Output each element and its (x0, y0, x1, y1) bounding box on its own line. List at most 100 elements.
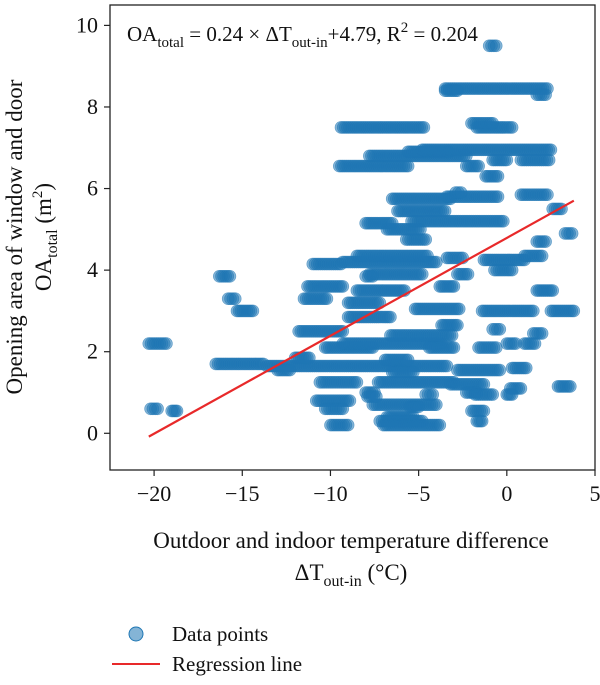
data-point (514, 382, 528, 395)
y-tick-label: 4 (87, 257, 98, 282)
eq-mid: = 0.24 × ΔT (184, 22, 292, 46)
data-point (486, 388, 500, 401)
data-point (493, 363, 507, 377)
data-point (491, 170, 505, 183)
data-point (426, 388, 440, 401)
data-point (489, 39, 503, 53)
legend-marker-points (128, 626, 144, 642)
data-point (170, 404, 184, 418)
xlabel-sub: out-in (324, 573, 362, 590)
data-point (401, 353, 415, 367)
data-point (419, 233, 433, 246)
data-point (343, 394, 357, 408)
y-tick-label: 8 (87, 94, 98, 119)
data-point (336, 402, 350, 416)
x-axis-title-line1: Outdoor and indoor temperature differenc… (153, 528, 549, 553)
data-point (535, 327, 549, 340)
data-points-layer (142, 39, 581, 432)
data-point (505, 263, 519, 277)
data-point (491, 190, 505, 203)
data-point (406, 365, 420, 379)
y-tick-label: 6 (87, 176, 98, 201)
data-point (539, 235, 552, 248)
data-point (433, 418, 447, 432)
y-axis-title-line1: Opening area of window and door (2, 79, 27, 394)
regression-line (148, 199, 575, 438)
ylabel-unit-open: (m (31, 198, 56, 229)
x-tick-label: 5 (590, 481, 600, 506)
data-point (412, 400, 425, 414)
data-point (447, 280, 461, 293)
xlabel-main: ΔT (295, 560, 324, 585)
x-tick-label: 0 (501, 481, 512, 506)
legend-label-line: Regression line (172, 652, 302, 676)
data-point (320, 292, 334, 306)
xlabel-unit: (°C) (362, 560, 408, 585)
data-point (440, 359, 454, 373)
data-point (341, 418, 355, 432)
eq-lhs: OA (127, 22, 158, 46)
data-point (451, 84, 464, 97)
x-tick-label: −20 (137, 481, 171, 506)
legend-label-points: Data points (172, 622, 268, 646)
data-point (369, 390, 383, 403)
data-point (438, 204, 452, 218)
ylabel-unit-close: ) (31, 183, 56, 191)
x-axis-ticks: −20 −15 −10 −5 0 5 (137, 470, 600, 506)
data-point (421, 249, 434, 263)
data-point (302, 351, 316, 365)
plot-frame (109, 4, 596, 471)
data-point (452, 302, 466, 316)
eq-tail: = 0.204 (408, 22, 478, 46)
data-point (565, 227, 579, 240)
x-tick-label: −5 (407, 481, 430, 506)
data-point (546, 284, 560, 297)
data-point (451, 318, 464, 332)
data-point (535, 249, 549, 263)
data-point (539, 88, 552, 101)
ylabel-unit-sup: 2 (30, 191, 46, 199)
data-point (542, 153, 556, 167)
data-point (563, 380, 577, 393)
y-axis-title-line2: OAtotal (m2) (30, 183, 61, 291)
y-tick-label: 2 (87, 339, 98, 364)
data-point (505, 121, 519, 134)
data-point (417, 121, 431, 134)
x-axis-title-line2: ΔTout-in (°C) (295, 560, 408, 590)
data-point (475, 414, 489, 428)
ylabel-main: OA (31, 257, 56, 291)
x-tick-label: −15 (225, 481, 259, 506)
data-point (493, 322, 507, 336)
data-point (246, 304, 260, 318)
data-point (385, 216, 399, 230)
data-point (496, 214, 510, 228)
data-point (461, 267, 475, 281)
data-point (567, 304, 581, 318)
data-point (384, 310, 397, 324)
regression-equation: OAtotal = 0.24 × ΔTout-in+4.79, R2 = 0.2… (127, 20, 478, 51)
data-point (447, 341, 461, 354)
legend: Data points Regression line (112, 622, 302, 676)
data-point (350, 375, 364, 389)
data-point (228, 292, 242, 306)
eq-lhs-sub: total (157, 35, 184, 51)
eq-mid-sub: out-in (292, 35, 328, 51)
data-point (151, 402, 164, 416)
data-point (336, 280, 350, 293)
ylabel-sub: total (44, 229, 61, 258)
data-point (454, 186, 468, 199)
data-point (486, 117, 500, 130)
data-point (283, 363, 297, 377)
data-point (500, 153, 514, 167)
y-tick-label: 0 (87, 420, 98, 445)
y-axis-ticks: 0 2 4 6 8 10 (76, 12, 110, 445)
data-point (505, 388, 519, 401)
data-point (415, 267, 429, 281)
y-tick-label: 10 (76, 12, 98, 37)
eq-rhs-sup: 2 (401, 20, 409, 36)
eq-rhs: +4.79, R (328, 22, 401, 46)
data-point (526, 304, 540, 318)
data-point (472, 159, 485, 173)
x-tick-label: −10 (313, 481, 347, 506)
